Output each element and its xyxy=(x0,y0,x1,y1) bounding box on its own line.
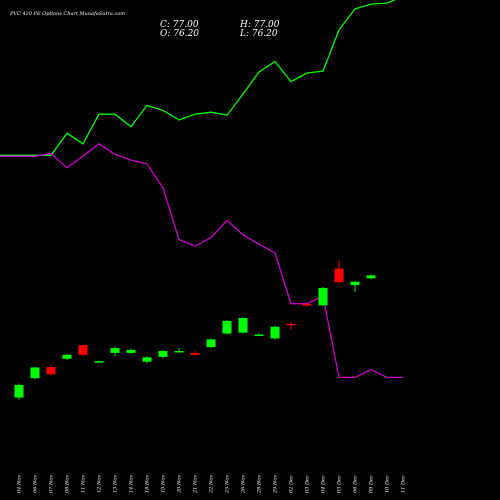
candle-18-nov xyxy=(142,356,152,364)
candle-body xyxy=(46,367,56,375)
x-tick-label: 14 Nov xyxy=(129,475,135,493)
candle-29-nov xyxy=(270,325,280,340)
open-value: O: 76.20 xyxy=(160,29,199,39)
x-tick-label: 22 Nov xyxy=(209,475,215,494)
candle-body xyxy=(30,367,40,379)
x-tick-label: 20 Nov xyxy=(177,475,183,494)
x-tick-label: 13 Nov xyxy=(113,475,119,493)
candle-13-nov xyxy=(110,346,120,356)
candle-body xyxy=(350,281,360,286)
candles xyxy=(14,259,376,400)
candle-11-nov xyxy=(78,344,88,356)
candle-body xyxy=(14,384,24,398)
x-tick-label: 08 Nov xyxy=(65,475,71,493)
candle-06-nov xyxy=(30,367,40,380)
candle-08-nov xyxy=(62,353,72,361)
x-tick-label: 03 Dec xyxy=(305,475,311,493)
candle-body xyxy=(254,334,264,337)
x-tick-label: 09 Dec xyxy=(369,475,375,493)
x-tick-label: 28 Nov xyxy=(257,475,263,494)
candle-07-nov xyxy=(46,364,56,376)
candle-02-dec xyxy=(286,322,296,330)
x-tick-label: 10 Dec xyxy=(385,475,391,493)
upper-line xyxy=(0,0,397,156)
candle-19-nov xyxy=(158,350,168,359)
candle-body xyxy=(286,323,296,326)
candle-body xyxy=(142,357,152,362)
candle-14-nov xyxy=(126,349,136,354)
x-tick-label: 04 Dec xyxy=(321,475,327,493)
x-tick-label: 02 Dec xyxy=(289,475,295,493)
candle-body xyxy=(94,361,104,363)
x-tick-label: 05 Dec xyxy=(337,475,343,493)
candle-body xyxy=(334,268,344,283)
candle-21-nov xyxy=(190,351,200,356)
x-tick-label: 25 Nov xyxy=(225,475,231,494)
candle-body xyxy=(366,275,376,279)
x-tick-label: 06 Nov xyxy=(33,475,39,493)
candle-04-dec xyxy=(318,287,328,306)
candle-12-nov xyxy=(94,360,104,363)
candle-25-nov xyxy=(222,319,232,335)
candle-09-dec xyxy=(366,274,376,280)
indicator-lines xyxy=(0,0,403,379)
high-value: H: 77.00 xyxy=(239,20,280,30)
candle-body xyxy=(174,351,184,353)
candle-body xyxy=(318,287,328,306)
candle-04-nov xyxy=(14,383,24,400)
candle-03-dec xyxy=(302,303,312,307)
candle-28-nov xyxy=(254,333,264,337)
candle-20-nov xyxy=(174,348,184,353)
candle-body xyxy=(206,339,216,348)
candle-body xyxy=(126,350,136,353)
candle-body xyxy=(62,354,72,359)
x-tick-label: 29 Nov xyxy=(273,475,279,494)
close-value: C: 77.00 xyxy=(160,20,199,30)
x-axis-ticks: 04 Nov 06 Nov 07 Nov 08 Nov 11 Nov 12 Nov 13 N… xyxy=(17,475,407,494)
candle-body xyxy=(302,303,312,306)
x-tick-label: 11 Dec xyxy=(401,475,407,493)
x-tick-label: 07 Nov xyxy=(49,475,55,493)
x-tick-label: 11 Nov xyxy=(81,475,87,493)
candle-body xyxy=(190,352,200,355)
x-tick-label: 18 Nov xyxy=(145,475,151,493)
candle-22-nov xyxy=(206,338,216,349)
candle-body xyxy=(110,348,120,353)
candle-06-dec xyxy=(350,281,360,292)
candle-body xyxy=(78,345,88,355)
candle-26-nov xyxy=(238,317,248,334)
candle-body xyxy=(270,326,280,339)
chart-title: PVC 420 PE Options Chart MunafaSutra.com xyxy=(9,11,125,17)
x-tick-label: 04 Nov xyxy=(17,475,23,493)
x-tick-label: 19 Nov xyxy=(161,475,167,493)
candle-05-dec xyxy=(334,259,344,284)
candle-body xyxy=(158,351,168,357)
lower-line xyxy=(0,142,403,379)
low-value: L: 76.20 xyxy=(239,29,278,39)
candle-body xyxy=(238,318,248,333)
candle-body xyxy=(222,320,232,334)
x-tick-label: 21 Nov xyxy=(193,475,199,494)
x-tick-label: 06 Dec xyxy=(353,475,359,493)
x-tick-label: 26 Nov xyxy=(241,475,247,494)
x-tick-label: 12 Nov xyxy=(97,475,103,493)
